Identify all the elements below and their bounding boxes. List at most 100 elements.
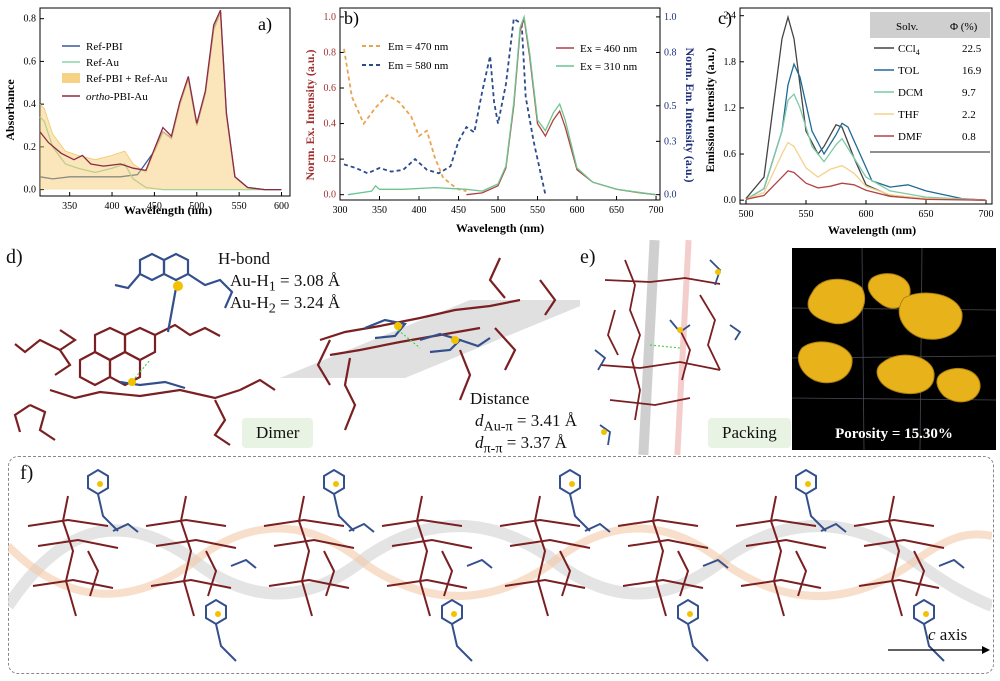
- x-tick-label: 400: [412, 205, 427, 216]
- table-phi: 2.2: [962, 109, 976, 121]
- dimer-tag: Dimer: [242, 418, 314, 448]
- panel-f-label: f): [20, 462, 34, 484]
- series-line-3: [39, 9, 282, 191]
- y-tick-label: 0.2: [324, 154, 337, 165]
- dist1-pre: d: [475, 411, 484, 430]
- au-atom-packing-1: [715, 269, 721, 275]
- y-axis-left-label: Norm. Ex. Intensity (a.u.): [303, 49, 317, 180]
- y-right-tick-label: 0.8: [664, 47, 677, 58]
- series-line-2: [745, 92, 987, 201]
- chain-au: [677, 558, 729, 662]
- y-tick-label: 1.8: [724, 57, 737, 68]
- hbond2-pre: Au-H: [230, 293, 269, 312]
- table-phi: 16.9: [962, 65, 982, 77]
- panel-f: f) c axis: [3, 456, 995, 672]
- emission-chart: c) Emission Intensity (a.u.) Wavelength …: [703, 7, 994, 237]
- dist2-sub: π-π: [483, 440, 503, 457]
- pore-6: [936, 368, 981, 403]
- chain-au-atom: [215, 611, 221, 617]
- table-solvent: THF: [898, 109, 919, 121]
- x-tick-label: 550: [799, 209, 814, 220]
- plot-frame: [339, 7, 661, 201]
- chain-pbi: [381, 495, 473, 617]
- series-line-3: [745, 141, 987, 201]
- c-axis-label: c axis: [928, 624, 967, 645]
- chain-au-atom: [569, 481, 575, 487]
- table-header-phi: Φ (%): [950, 21, 978, 33]
- chain-au: [87, 468, 139, 533]
- y-axis-right-label: Norm. Em. Intensity (a.u.): [683, 48, 697, 183]
- dimer-structure: [13, 252, 595, 446]
- x-tick-label: 550: [232, 201, 247, 212]
- chain-au: [913, 558, 965, 662]
- x-axis-label: Wavelength (nm): [828, 223, 916, 237]
- y-tick-label: 0.4: [24, 99, 37, 110]
- pore-1: [807, 278, 866, 325]
- y-tick-label: 0.6: [324, 83, 337, 94]
- packing-structure: [594, 239, 742, 456]
- packing-tag: Packing: [708, 418, 791, 448]
- hbond-value-2: Au-H2 = 3.24 Å: [230, 292, 340, 319]
- chain-au-atom: [923, 611, 929, 617]
- c-axis-rest: axis: [935, 625, 968, 644]
- chain-au-atom: [687, 611, 693, 617]
- chain-unit: [381, 495, 493, 662]
- dist1-post: = 3.41 Å: [512, 411, 578, 430]
- au-complex-middle: [364, 318, 491, 354]
- chain-au: [795, 468, 847, 533]
- table-header-bg: [870, 12, 990, 38]
- panel-e-label: e): [580, 246, 596, 268]
- au-atom-left: [173, 281, 183, 291]
- x-axis-label: Wavelength (nm): [124, 203, 212, 217]
- x-tick-label: 500: [491, 205, 506, 216]
- chain-au-atom: [451, 611, 457, 617]
- panel-a: a) Absorbance Wavelength (nm) Ref-PBI Re…: [0, 0, 300, 220]
- y-tick-label: 2.4: [724, 11, 737, 22]
- pore-3: [898, 292, 963, 340]
- y-axis-label: Absorbance: [3, 79, 17, 141]
- x-tick-label: 350: [62, 201, 77, 212]
- hbond-line: [134, 359, 151, 379]
- legend-ortho-rest: -PBI-Au: [110, 91, 148, 103]
- series-line-4: [745, 170, 987, 201]
- au-pi-contact: [397, 329, 421, 349]
- distance-title: Distance: [470, 389, 530, 408]
- chain-unit: [145, 495, 257, 662]
- legend-ref-au: Ref-Au: [86, 57, 119, 69]
- y-axis-label: Emission Intensity (a.u.): [703, 48, 717, 173]
- au-atom-left-lower: [128, 378, 136, 386]
- x-tick-label: 600: [274, 201, 289, 212]
- packing-contact: [649, 344, 681, 349]
- helix-grey: [3, 520, 995, 612]
- table-phi: 9.7: [962, 87, 976, 99]
- chain-au: [205, 558, 257, 662]
- y-tick-label: 1.2: [724, 103, 737, 114]
- absorbance-chart: a) Absorbance Wavelength (nm) Ref-PBI Re…: [3, 7, 291, 217]
- au-atom-middle-1: [394, 322, 402, 330]
- y-tick-label: 1.0: [324, 12, 337, 23]
- x-tick-label: 600: [570, 205, 585, 216]
- chain-unit: [263, 468, 375, 617]
- legend-em470: Em = 470 nm: [388, 41, 449, 53]
- quantum-yield-table: Solv. Φ (%) CCl4 22.5 TOL 16.9 DCM 9.7 THF 2.2 D…: [870, 12, 990, 153]
- chain-pbi: [499, 495, 591, 617]
- x-tick-label: 450: [451, 205, 466, 216]
- chain-unit: [27, 468, 139, 617]
- y-tick-label: 0.8: [24, 14, 37, 25]
- x-tick-label: 650: [609, 205, 624, 216]
- legend-ortho-italic: ortho: [86, 91, 110, 103]
- hbond2-post: = 3.24 Å: [275, 293, 341, 312]
- y-tick-label: 0.6: [24, 56, 37, 67]
- chain-unit: [853, 495, 965, 662]
- chain-unit: [617, 495, 729, 662]
- hbond-title: H-bond: [218, 249, 270, 268]
- chain-au: [441, 558, 493, 662]
- excitation-emission-chart: b) Norm. Ex. Intensity (a.u.) Norm. Em. …: [303, 7, 697, 235]
- column-band-pink: [674, 239, 692, 456]
- dist2-pre: d: [475, 433, 484, 452]
- legend-right: Ex = 460 nm Ex = 310 nm: [556, 43, 638, 73]
- x-tick-label: 600: [859, 209, 874, 220]
- chain-pbi: [27, 495, 119, 617]
- table-header-solvent: Solv.: [896, 21, 918, 33]
- hbond-value-1: Au-H1 = 3.08 Å: [230, 270, 340, 297]
